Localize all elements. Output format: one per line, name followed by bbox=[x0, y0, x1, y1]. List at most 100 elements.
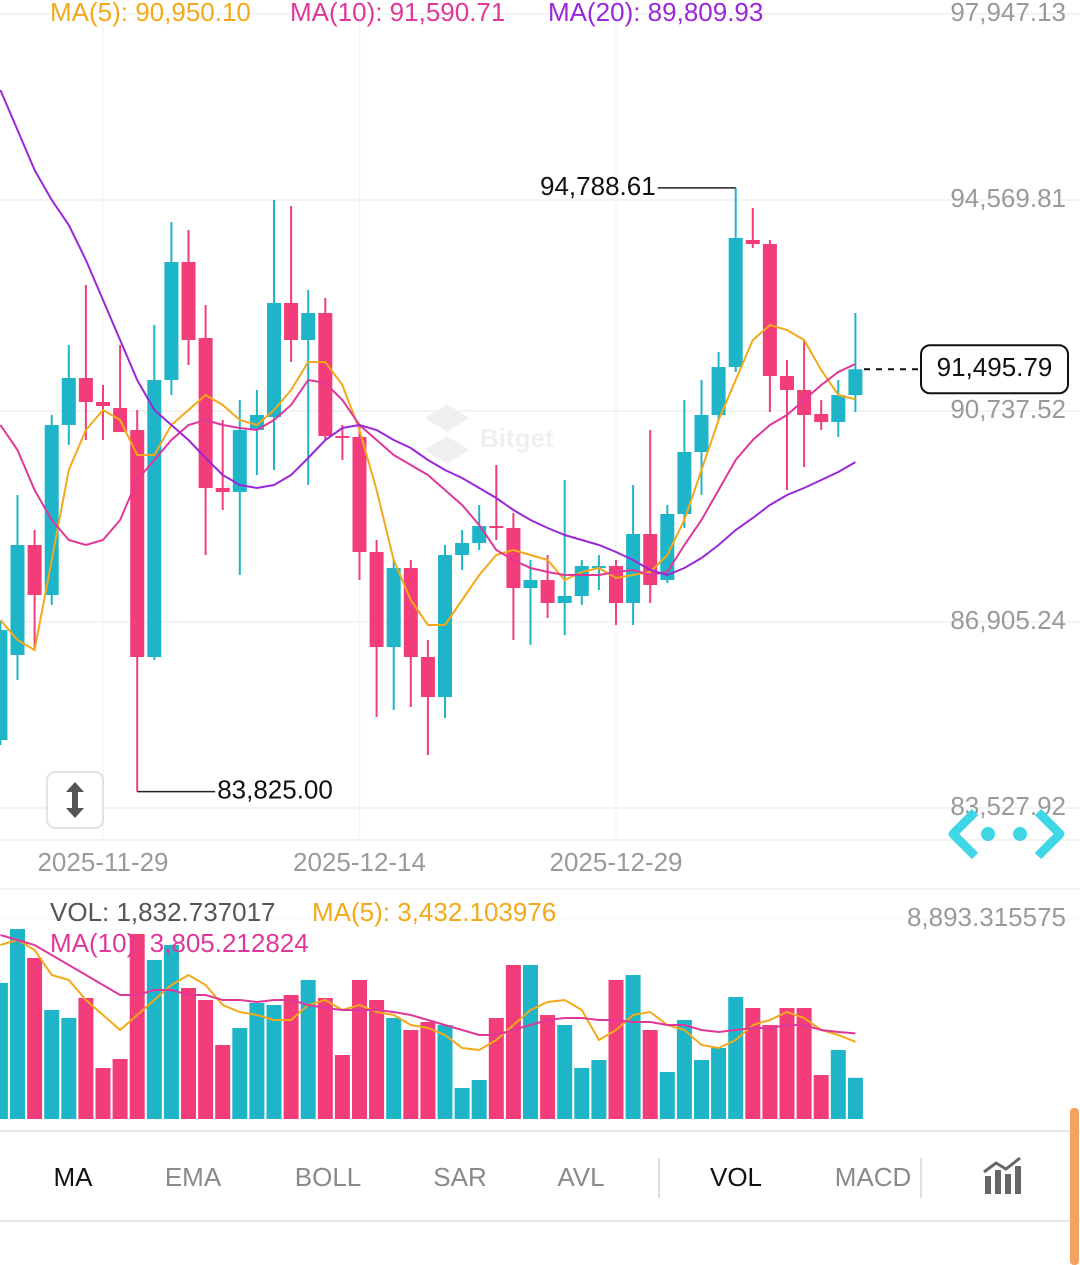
volume-bar bbox=[454, 1087, 470, 1119]
indicator-tab[interactable]: AVL bbox=[557, 1162, 604, 1192]
volume-bar bbox=[711, 1048, 727, 1119]
candle-body bbox=[643, 533, 658, 586]
settings-icon[interactable] bbox=[1015, 1166, 1021, 1194]
volume-bar bbox=[403, 1029, 419, 1119]
indicator-tab[interactable]: MACD bbox=[835, 1162, 912, 1192]
volume-bar bbox=[283, 994, 299, 1119]
volume-bar bbox=[523, 964, 538, 1119]
candle-body bbox=[626, 533, 641, 603]
volume-bar bbox=[112, 1058, 128, 1119]
volume-bar bbox=[181, 987, 196, 1119]
volume-bar bbox=[352, 979, 367, 1119]
candle-body bbox=[267, 302, 281, 418]
candle-body bbox=[677, 451, 692, 515]
indicator-tab[interactable]: BOLL bbox=[295, 1162, 362, 1192]
candle-body bbox=[455, 543, 470, 556]
volume-bar bbox=[813, 1074, 829, 1119]
settings-icon[interactable] bbox=[1005, 1174, 1011, 1194]
pan-right[interactable] bbox=[1034, 808, 1065, 860]
indicator-tab[interactable]: MA bbox=[54, 1162, 94, 1192]
candle-body bbox=[403, 568, 418, 658]
candle-body bbox=[762, 244, 777, 377]
candle-body bbox=[78, 377, 93, 402]
candle-body bbox=[198, 338, 213, 489]
indicator-settings[interactable] bbox=[983, 1156, 1021, 1194]
x-tick-label: 2025-12-29 bbox=[550, 847, 683, 877]
pan-dot bbox=[981, 827, 995, 841]
candle-body bbox=[284, 302, 299, 340]
pan-control[interactable] bbox=[948, 808, 1065, 860]
scrollbar[interactable] bbox=[1070, 1108, 1079, 1265]
volume-bar bbox=[642, 1029, 658, 1119]
volume-bar bbox=[215, 1044, 231, 1119]
scale-button-icon bbox=[72, 791, 78, 809]
candle-body bbox=[848, 369, 863, 396]
legend-entry: MA(5): 90,950.10 bbox=[50, 0, 251, 27]
indicator-tab[interactable]: SAR bbox=[433, 1162, 486, 1192]
candle-body bbox=[61, 377, 76, 426]
volume-bar bbox=[847, 1077, 863, 1119]
candle-body bbox=[96, 401, 110, 407]
volume-bar bbox=[745, 1007, 761, 1119]
legend-entry: MA(10): 91,590.71 bbox=[290, 0, 505, 27]
volume-bar bbox=[61, 1018, 77, 1119]
scale-button[interactable] bbox=[46, 771, 104, 829]
last-price-label: 91,495.79 bbox=[937, 352, 1053, 382]
volume-bar bbox=[659, 1071, 675, 1119]
volume-bar bbox=[420, 1021, 436, 1119]
settings-icon[interactable] bbox=[985, 1176, 991, 1194]
candle-body bbox=[489, 526, 504, 529]
volume-bar bbox=[728, 996, 744, 1119]
legend-entry: MA(10): 3,805.212824 bbox=[50, 928, 309, 958]
candle-body bbox=[0, 630, 8, 740]
volume-bar bbox=[796, 1007, 812, 1119]
legend-entry: MA(20): 89,809.93 bbox=[548, 0, 763, 27]
volume-bar bbox=[369, 999, 385, 1119]
indicator-tab[interactable]: EMA bbox=[165, 1162, 222, 1192]
volume-bar bbox=[163, 944, 179, 1119]
volume-bar bbox=[232, 1027, 248, 1119]
volume-bar bbox=[830, 1050, 846, 1119]
y-tick-label: 86,905.24 bbox=[950, 605, 1066, 635]
candle-body bbox=[164, 262, 179, 381]
candle-body bbox=[797, 389, 812, 415]
volume-bar bbox=[779, 1007, 795, 1119]
candle-body bbox=[420, 657, 435, 698]
volume-bar bbox=[78, 997, 94, 1119]
volume-bar bbox=[694, 1059, 709, 1119]
ma-line bbox=[0, 323, 856, 652]
volume-bar bbox=[557, 1024, 573, 1119]
settings-icon[interactable] bbox=[995, 1170, 1001, 1194]
volume-bar bbox=[0, 982, 8, 1119]
volume-bar bbox=[95, 1067, 111, 1119]
annotation-label: 94,788.61 bbox=[540, 171, 656, 201]
volume-bar bbox=[437, 1024, 453, 1119]
volume-bar bbox=[505, 964, 521, 1119]
volume-bar bbox=[386, 1018, 402, 1119]
volume-bar bbox=[540, 1014, 556, 1119]
candle-body bbox=[301, 313, 316, 340]
candle-body bbox=[352, 437, 367, 552]
candle-body bbox=[438, 555, 452, 698]
candle-body bbox=[780, 376, 794, 390]
volume-bar bbox=[608, 979, 624, 1119]
volume-bar bbox=[129, 933, 145, 1119]
volume-bar bbox=[44, 1009, 60, 1119]
candle-body bbox=[660, 514, 675, 581]
pan-left[interactable] bbox=[948, 808, 979, 860]
candle-body bbox=[232, 430, 247, 493]
volume-bar bbox=[266, 1004, 282, 1119]
volume-bar bbox=[27, 957, 43, 1119]
y-tick-label: 8,893.315575 bbox=[907, 902, 1066, 932]
y-tick-label: 97,947.13 bbox=[950, 0, 1066, 27]
candle-body bbox=[831, 395, 846, 423]
volume-bar bbox=[249, 1002, 265, 1119]
candle-body bbox=[318, 313, 333, 437]
volume-bar bbox=[676, 1019, 692, 1119]
settings-icon[interactable] bbox=[983, 1156, 1021, 1174]
plot-area: 83,527.9286,905.2490,737.5294,569.8197,9… bbox=[0, 0, 1080, 1119]
indicator-tab[interactable]: VOL bbox=[710, 1162, 762, 1192]
volume-bar bbox=[10, 928, 25, 1119]
